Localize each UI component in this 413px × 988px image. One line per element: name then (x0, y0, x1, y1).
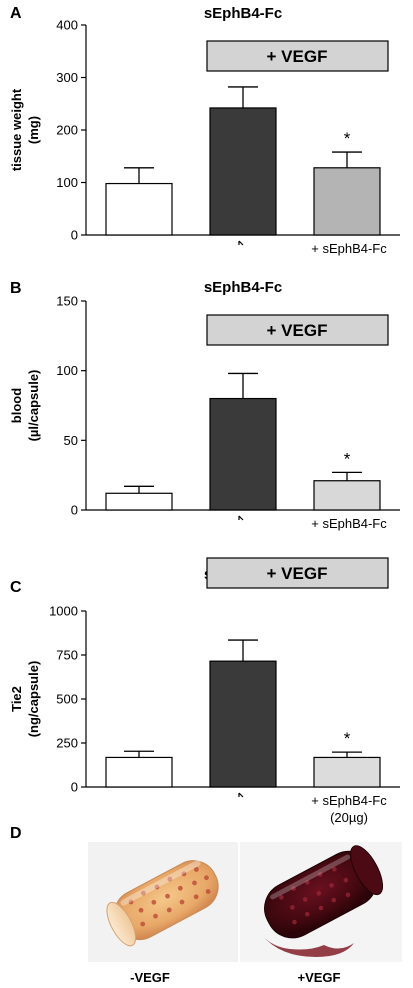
panel-a-x-marker (238, 240, 244, 246)
panel-c-vegf-box (206, 557, 389, 589)
panel-b-y-tick-label: 50 (64, 433, 78, 448)
panel-a-y-tick-label: 0 (71, 228, 78, 243)
panel-a-letter: A (10, 5, 22, 22)
panel-b-bar (105, 492, 173, 511)
panel-c-y-axis-label: (ng/capsule) (26, 661, 41, 738)
panel-b-y-tick-label: 150 (56, 294, 78, 309)
panel-c-bar (209, 660, 277, 788)
panel-a-y-tick-label: 300 (56, 70, 78, 85)
panel-b-vegf-box (206, 314, 389, 346)
panel-c-letter: C (10, 579, 22, 596)
panel-b-y-tick-label: 0 (71, 503, 78, 518)
panel-c-category-label: (20µg) (330, 810, 368, 825)
panel-a-y-tick-label: 100 (56, 175, 78, 190)
panel-a-y-tick-label: 200 (56, 123, 78, 138)
panel-c-category-label: + sEphB4-Fc (311, 793, 387, 808)
panel-b-vegf-label: + VEGF (267, 321, 328, 340)
panel-a-bar (105, 182, 173, 236)
panel-b-significance-mark: * (344, 449, 351, 468)
panel-c-significance-mark: * (344, 729, 351, 748)
panel-c-y-tick-label: 250 (56, 736, 78, 751)
panel-a-y-tick-label: 400 (56, 18, 78, 33)
panel-c-y-tick-label: 0 (71, 780, 78, 795)
panel-a-vegf-label: + VEGF (267, 47, 328, 66)
panel-c-bar (313, 756, 381, 788)
capsule-minus-vegf-image (88, 842, 238, 962)
capsule-plus-vegf-image (240, 842, 402, 962)
panel-c-y-tick-label: 500 (56, 692, 78, 707)
panel-c-bar (105, 756, 173, 788)
panel-c-y-tick-label: 1000 (49, 604, 78, 619)
panel-a-significance-mark: * (344, 129, 351, 148)
photo-caption-minus-vegf: -VEGF (130, 970, 170, 985)
panel-a-title: sEphB4-Fc (204, 5, 282, 22)
panel-d-photo: D (10, 825, 402, 985)
panel-b-y-tick-label: 100 (56, 363, 78, 378)
panel-b-y-axis-label: blood (9, 388, 24, 423)
panel-a-y-axis-label: (mg) (26, 116, 41, 144)
panel-b-x-marker (238, 515, 244, 521)
panel-a-category-label: + sEphB4-Fc (311, 241, 387, 256)
panel-c-vegf-label: + VEGF (267, 564, 328, 583)
panel-c-y-axis-label: Tie2 (9, 686, 24, 712)
panel-a-bar (209, 107, 277, 236)
photo-caption-plus-vegf: +VEGF (298, 970, 341, 985)
panel-b-category-label: + sEphB4-Fc (311, 516, 387, 531)
panel-letter-d: D (10, 825, 22, 842)
panel-b-y-axis-label: (µl/capsule) (26, 370, 41, 442)
panel-c-x-marker (238, 792, 244, 798)
panel-b-bar (209, 397, 277, 511)
panel-c-chart: CsEphB4-Fc02505007501000Tie2(ng/capsule)… (9, 557, 400, 825)
panel-b-bar (313, 480, 381, 511)
panel-c-y-tick-label: 750 (56, 648, 78, 663)
panel-b-letter: B (10, 280, 22, 297)
panel-a-bar (313, 167, 381, 236)
panel-b-title: sEphB4-Fc (204, 279, 282, 296)
panel-a-y-axis-label: tissue weight (9, 88, 24, 171)
panel-a-vegf-box (206, 40, 389, 72)
